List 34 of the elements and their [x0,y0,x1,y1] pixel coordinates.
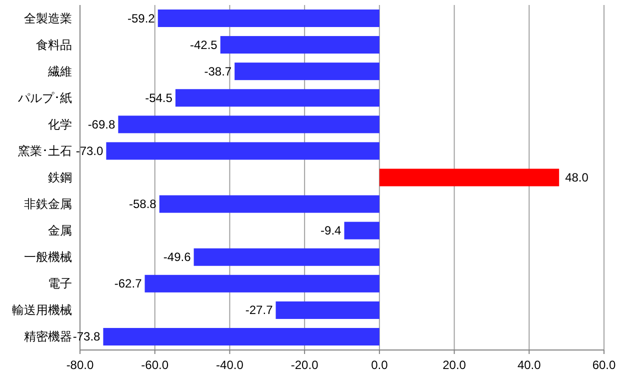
y-tick-label: 全製造業 [24,11,72,26]
data-label: -38.7 [204,64,232,78]
data-label: -54.5 [145,90,173,105]
y-tick-label: 輸送用機械 [12,303,72,318]
x-tick-label: -60.0 [141,358,169,372]
data-label: -9.4 [320,224,342,238]
data-label: -69.8 [88,117,116,132]
y-tick-label: 一般機械 [24,250,72,264]
data-label: -42.5 [190,38,218,52]
data-label: -27.7 [245,303,274,318]
x-tick-label: -20.0 [290,358,319,372]
y-tick-label: 窯業･土石 [18,144,72,158]
data-label: -73.0 [76,144,104,158]
y-tick-label: 非鉄金属 [24,197,72,212]
x-tick-label: 0.0 [371,358,388,372]
y-tick-label: パルプ･紙 [17,90,72,105]
data-label: -49.6 [163,250,192,264]
data-label: 48.0 [565,170,589,184]
y-tick-label: 精密機器 [24,330,72,344]
data-label: -73.8 [72,330,101,344]
data-label: -58.8 [128,197,157,212]
x-tick-label: -80.0 [66,358,94,372]
y-tick-label: 電子 [48,276,72,291]
y-tick-label: 食料品 [36,38,72,52]
x-tick-label: -40.0 [216,358,244,372]
x-tick-label: 20.0 [442,358,466,372]
data-label: -62.7 [114,276,142,291]
y-tick-label: 金属 [48,224,72,238]
x-tick-label: 60.0 [592,358,616,372]
y-tick-label: 鉄鋼 [48,170,72,184]
y-tick-label: 化学 [48,117,72,132]
data-label: -59.2 [127,11,156,26]
x-tick-label: 40.0 [517,358,542,372]
y-tick-label: 繊維 [47,64,72,78]
